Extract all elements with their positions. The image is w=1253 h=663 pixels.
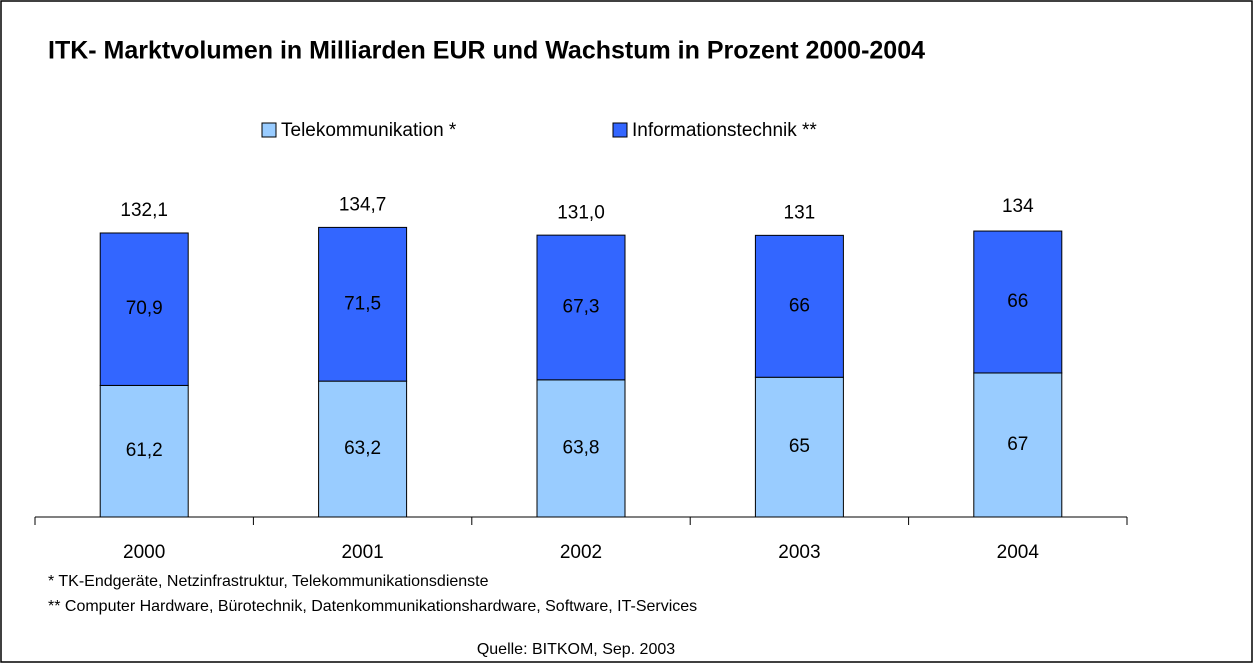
value-label: 67,3 [563,296,600,317]
legend-label: Telekommunikation * [281,120,457,141]
bar-segment [99,384,189,518]
bar-segment [536,379,626,518]
footnote: * TK-Endgeräte, Netzinfrastruktur, Telek… [48,573,489,590]
chart-title: ITK- Marktvolumen in Milliarden EUR und … [48,37,925,65]
value-label: 61,2 [126,440,163,461]
bar-segment [754,376,844,518]
bar-segment [318,380,408,518]
bar-segment [973,372,1063,518]
value-label: 67 [1007,434,1028,455]
bar-segment [536,234,626,381]
value-label: 70,9 [126,298,163,319]
value-label: 71,5 [344,293,381,314]
total-label: 134,7 [339,194,387,215]
total-label: 134 [1002,196,1034,217]
bar-segment [99,232,189,386]
source: Quelle: BITKOM, Sep. 2003 [477,641,675,658]
footnote: ** Computer Hardware, Bürotechnik, Daten… [48,598,697,615]
bar-segment [754,234,844,378]
total-label: 132,1 [120,200,168,221]
x-tick-label: 2003 [778,542,820,563]
x-tick-label: 2004 [997,542,1040,563]
total-label: 131,0 [557,202,605,223]
value-label: 65 [789,436,810,457]
x-tick-label: 2001 [341,542,383,563]
legend-swatch [261,122,277,138]
value-label: 66 [789,295,810,316]
x-tick-label: 2000 [123,542,165,563]
value-label: 63,2 [344,438,381,459]
x-tick-label: 2002 [560,542,602,563]
legend-swatch [612,122,628,138]
legend-label: Informationstechnik ** [632,120,817,141]
total-label: 131 [784,202,816,223]
bar-segment [973,230,1063,374]
bar-segment [318,226,408,382]
value-label: 66 [1007,291,1028,312]
value-label: 63,8 [563,437,600,458]
